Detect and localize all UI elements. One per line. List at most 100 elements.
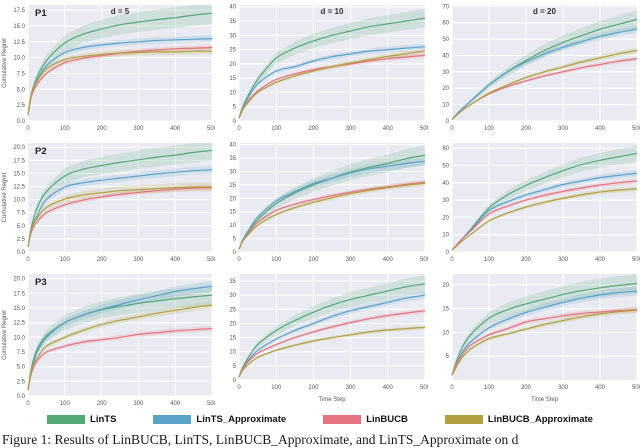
band-LinTS_Approximate — [452, 286, 637, 376]
ytick-label: 15 — [229, 336, 236, 342]
figure-caption: Figure 1: Results of LinBUCB, LinTS, Lin… — [2, 432, 519, 447]
line-LinBUCB_Approximate — [238, 182, 426, 250]
band-LinBUCB_Approximate — [28, 301, 212, 391]
ytick-label: 50 — [442, 37, 449, 43]
line-LinBUCB_Approximate — [27, 186, 213, 247]
xtick-label: 200 — [97, 257, 108, 263]
ytick-label: 50 — [442, 164, 449, 170]
ytick-label: 35 — [229, 19, 236, 25]
band-LinBUCB — [28, 44, 212, 115]
panel-label: P2 — [35, 146, 47, 157]
xtick-label: 500 — [420, 385, 428, 391]
ytick-label: 5 — [233, 364, 237, 370]
ytick-label: 10 — [229, 90, 236, 96]
ytick-label: 0 — [446, 250, 450, 256]
ytick-label: 30 — [229, 33, 236, 39]
ytick-label: 35 — [229, 279, 236, 285]
band-LinBUCB — [239, 179, 425, 250]
subplot-p3-d5: 0.0 2.5 5.0 7.5 10.0 12.5 15.0 17.5 20.0 0 100 200 3… — [0, 266, 215, 410]
ytick-label: 5 — [233, 237, 237, 243]
ytick-label: 0 — [233, 378, 237, 384]
subplot-p1-d10: 05101520253035400100200300400500d = 10 — [215, 0, 428, 135]
line-LinTS_Approximate — [238, 294, 426, 378]
plot-area — [452, 143, 637, 252]
xtick-label: 0 — [26, 401, 30, 407]
band-LinTS_Approximate — [239, 43, 425, 119]
line-LinBUCB — [238, 181, 426, 250]
ytick-label: 2.5 — [17, 379, 26, 385]
xtick-label: 200 — [521, 257, 532, 263]
band-LinTS — [452, 10, 637, 120]
xtick-label: 400 — [170, 257, 181, 263]
chart-svg-p2-d20: 0 10 20 30 40 50 60 0 100 200 300 400 500 — [442, 143, 640, 263]
xtick-label: 0 — [450, 126, 454, 132]
ytick-label: 10 — [442, 103, 449, 109]
xtick-label: 0 — [450, 385, 454, 391]
chart-svg-p1-d10: 05101520253035400100200300400500d = 10 — [229, 5, 428, 132]
subplot-p3-d20: 51015200100200300400500Time Step — [428, 266, 640, 410]
band-LinTS_Approximate — [28, 280, 212, 391]
ytick-label: 5 — [446, 354, 450, 360]
xtick-label: 500 — [207, 126, 215, 132]
xtick-label: 100 — [484, 126, 495, 132]
ytick-label: 17.5 — [13, 158, 25, 164]
ytick-label: 60 — [442, 21, 449, 27]
legend-label-linbucb-approximate: LinBUCB_Approximate — [487, 413, 593, 425]
legend-swatch-linbucb — [323, 414, 362, 424]
ytick-label: 5.0 — [17, 87, 26, 93]
line-LinBUCB — [238, 54, 426, 119]
ytick-label: 10 — [442, 331, 449, 337]
line-LinTS_Approximate — [238, 46, 426, 119]
chart-title: d = 20 — [533, 7, 556, 16]
line-LinTS — [238, 154, 426, 250]
subplot-p2-d20: 0 10 20 30 40 50 60 0 100 200 300 400 500 — [428, 135, 640, 266]
line-LinTS_Approximate — [238, 160, 426, 250]
y-axis-label: Cumulative Regret — [2, 38, 8, 88]
ytick-label: 15 — [442, 307, 449, 313]
ytick-label: 10.0 — [13, 198, 25, 204]
y-axis-label: Cumulative Regret — [2, 172, 8, 222]
legend-label-lints-approximate: LinTS_Approximate — [196, 413, 287, 425]
ytick-label: 0 — [233, 250, 237, 256]
ytick-label: 35 — [229, 156, 236, 162]
xtick-label: 500 — [632, 126, 640, 132]
ytick-label: 0 — [233, 119, 237, 125]
xtick-label: 500 — [207, 257, 215, 263]
band-LinTS — [28, 5, 212, 116]
plot-area — [452, 274, 637, 380]
xtick-label: 100 — [271, 257, 282, 263]
chart-title: d = 10 — [321, 7, 344, 16]
band-LinTS — [452, 274, 637, 376]
ytick-label: 40 — [442, 54, 449, 60]
ytick-label: 0.0 — [17, 250, 26, 256]
xtick-label: 300 — [558, 257, 569, 263]
xtick-label: 400 — [383, 257, 394, 263]
band-LinBUCB_Approximate — [239, 48, 425, 119]
ytick-label: 7.5 — [17, 72, 26, 78]
ytick-label: 12.5 — [13, 185, 25, 191]
ytick-label: 12.5 — [13, 40, 25, 46]
xtick-label: 300 — [346, 126, 357, 132]
chart-svg-p3-d10: 0 5 10 15 20 25 30 35 0 100 200 300 400 500 Time Step — [229, 274, 428, 403]
panel-label: P1 — [35, 8, 47, 19]
ytick-label: 25 — [229, 48, 236, 54]
band-LinTS_Approximate — [452, 25, 637, 120]
chart-svg-p3-d5: 0.0 2.5 5.0 7.5 10.0 12.5 15.0 17.5 20.0 0 100 200 3… — [2, 274, 215, 407]
band-LinBUCB_Approximate — [452, 47, 637, 120]
chart-svg-p2-d5: 0.0 2.5 5.0 7.5 10.0 12.5 15.0 17.5 20.0 0 100 200 3… — [2, 143, 215, 263]
ytick-label: 30 — [229, 293, 236, 299]
subplot-p3-d10: 0 5 10 15 20 25 30 35 0 100 200 300 400 500 Time Step — [215, 266, 428, 410]
ytick-label: 20 — [229, 322, 236, 328]
ytick-label: 17.5 — [13, 291, 25, 297]
ytick-label: 0.0 — [17, 394, 26, 400]
band-LinBUCB_Approximate — [452, 307, 637, 376]
xtick-label: 100 — [60, 126, 71, 132]
ytick-label: 10.0 — [13, 56, 25, 62]
line-LinBUCB_Approximate — [451, 188, 638, 251]
charts-grid: 0.0 2.5 5.0 7.5 10.0 12.5 15.0 17.5 0 100 200 300 40… — [0, 0, 640, 410]
ytick-label: 15 — [229, 76, 236, 82]
line-LinTS — [238, 283, 426, 378]
xtick-label: 200 — [97, 401, 108, 407]
ytick-label: 40 — [229, 143, 236, 149]
